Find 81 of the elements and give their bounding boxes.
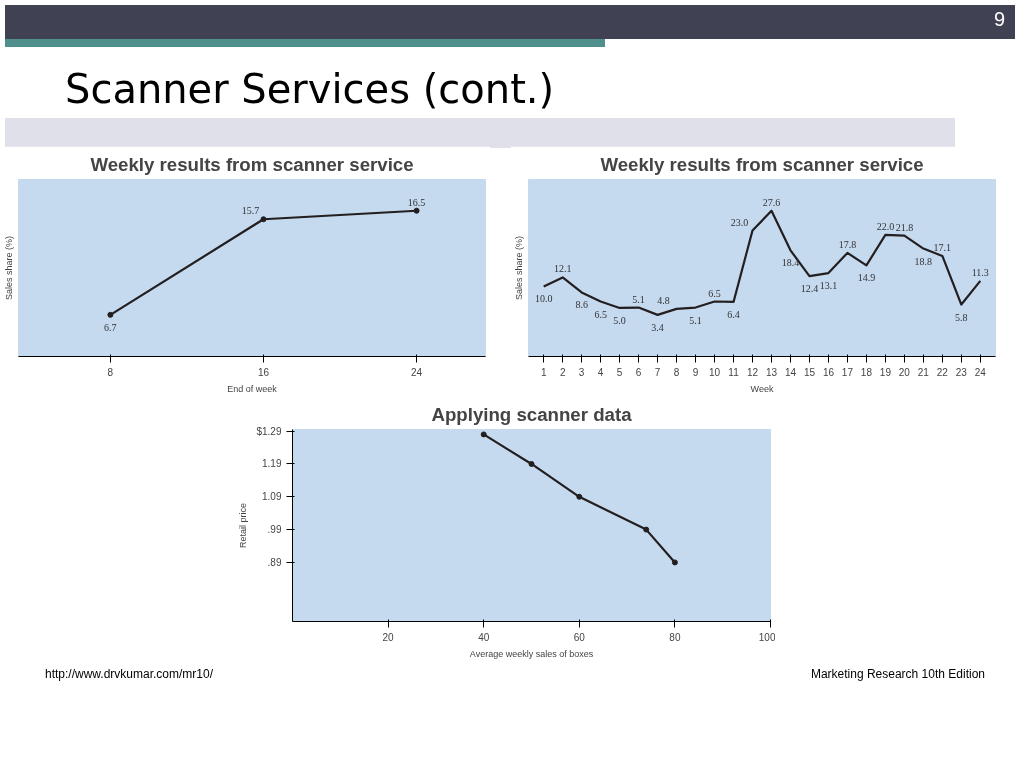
text: Scanner Services (cont.) bbox=[64, 65, 556, 114]
x-axis-title: Average weekly sales of boxes bbox=[469, 648, 594, 659]
y-tick-label: .89 bbox=[267, 556, 282, 568]
data-label: 6.7 bbox=[104, 321, 117, 333]
point bbox=[576, 493, 583, 500]
y-tick-label: 1.19 bbox=[262, 458, 282, 470]
x-tick-label: 8 bbox=[107, 366, 114, 378]
data-label: 15.7 bbox=[241, 205, 260, 217]
data-label: 27.6 bbox=[762, 196, 781, 208]
x-tick-label: 14 bbox=[784, 366, 797, 378]
data-label: 12.4 bbox=[800, 283, 819, 295]
y-axis-title: Sales share (%) bbox=[3, 235, 14, 301]
x-tick-label: 80 bbox=[669, 631, 681, 643]
x-tick-label: 11 bbox=[728, 366, 740, 378]
x-tick-label: 1 bbox=[540, 366, 547, 378]
x-tick-label: 60 bbox=[573, 631, 586, 643]
data-label: 5.1 bbox=[689, 314, 702, 326]
chart-title: Weekly results from scanner service bbox=[600, 153, 924, 175]
data-label: 18.8 bbox=[914, 255, 933, 267]
x-tick-label: 3 bbox=[578, 366, 585, 378]
x-tick-label: 22 bbox=[936, 366, 949, 378]
data-label: 22.0 bbox=[876, 220, 895, 232]
x-tick-label: 16 bbox=[822, 366, 835, 378]
x-tick-label: 7 bbox=[654, 366, 661, 378]
data-label: 12.1 bbox=[553, 263, 572, 275]
data-label: 21.8 bbox=[895, 221, 914, 233]
x-tick-label: 2 bbox=[559, 366, 566, 378]
x-tick-label: 8 bbox=[673, 366, 680, 378]
x-tick-label: 4 bbox=[597, 366, 604, 378]
data-label: 6.5 bbox=[594, 308, 607, 320]
text: Marketing Research 10th Edition bbox=[810, 666, 985, 683]
point bbox=[671, 559, 678, 566]
data-label: 4.8 bbox=[657, 294, 670, 306]
data-label: 5.0 bbox=[613, 314, 626, 326]
point bbox=[528, 460, 535, 467]
point bbox=[480, 431, 487, 438]
x-tick-label: 24 bbox=[974, 366, 987, 378]
x-tick-label: 10 bbox=[708, 366, 721, 378]
data-label: 16.5 bbox=[407, 196, 426, 208]
x-tick-label: 12 bbox=[746, 366, 759, 378]
x-tick-label: 100 bbox=[758, 631, 776, 643]
x-tick-label: 21 bbox=[917, 366, 930, 378]
y-axis-title: Sales share (%) bbox=[513, 235, 524, 301]
data-label: 13.1 bbox=[819, 280, 838, 292]
chart-title: Applying scanner data bbox=[431, 403, 633, 425]
data-label: 6.5 bbox=[708, 287, 721, 299]
y-tick-label: 1.09 bbox=[262, 491, 282, 503]
data-label: 5.8 bbox=[955, 311, 968, 323]
x-tick-label: 5 bbox=[616, 366, 623, 378]
data-label: 6.4 bbox=[727, 308, 740, 320]
y-tick-label: .99 bbox=[267, 524, 282, 536]
data-label: 10.0 bbox=[534, 293, 553, 305]
y-tick-label: $1.29 bbox=[256, 425, 282, 437]
x-tick-label: 19 bbox=[879, 366, 892, 378]
x-axis-title: End of week bbox=[227, 383, 278, 394]
x-tick-label: 17 bbox=[841, 366, 854, 378]
y-axis-title: Retail price bbox=[238, 502, 249, 549]
data-label: 11.3 bbox=[971, 266, 989, 278]
data-label: 17.8 bbox=[838, 238, 857, 250]
x-tick-label: 40 bbox=[478, 631, 490, 643]
data-label: 18.4 bbox=[781, 257, 800, 269]
data-label: 3.4 bbox=[651, 321, 664, 333]
text: http://www.drvkumar.com/mr10/ bbox=[45, 666, 214, 683]
x-tick-label: 6 bbox=[635, 366, 642, 378]
point bbox=[643, 526, 650, 533]
x-tick-label: 16 bbox=[257, 366, 270, 378]
data-label: 8.6 bbox=[575, 299, 588, 311]
x-tick-label: 15 bbox=[803, 366, 816, 378]
x-tick-label: 20 bbox=[382, 631, 395, 643]
data-label: 17.1 bbox=[933, 241, 952, 253]
data-label: 5.1 bbox=[632, 293, 645, 305]
data-label: 23.0 bbox=[730, 216, 749, 228]
x-tick-label: 18 bbox=[860, 366, 873, 378]
x-tick-label: 20 bbox=[898, 366, 911, 378]
x-tick-label: 24 bbox=[411, 366, 423, 378]
x-tick-label: 9 bbox=[692, 366, 699, 378]
x-tick-label: 13 bbox=[765, 366, 778, 378]
chart-title: Weekly results from scanner service bbox=[90, 153, 414, 175]
x-axis-title: Week bbox=[750, 383, 774, 394]
data-label: 14.9 bbox=[857, 272, 876, 284]
x-tick-label: 23 bbox=[955, 366, 968, 378]
